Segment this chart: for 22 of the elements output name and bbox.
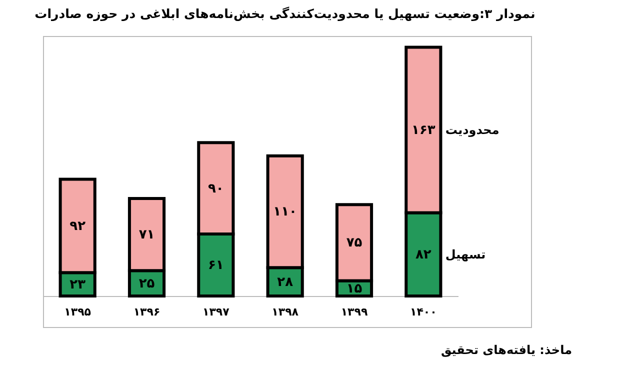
data-label: ۲۸ xyxy=(277,274,294,290)
chart-title: نمودار ۳:وضعیت تسهیل یا محدودیت‌کنندگی بخش‌نامه‌های ابلاغی در حوزه صادرات xyxy=(34,6,536,21)
data-label: ۹۲ xyxy=(70,218,86,234)
data-label: ۱۶۳ xyxy=(412,122,436,138)
x-tick-label: ۱۴۰۰ xyxy=(410,306,437,318)
data-label: ۹۰ xyxy=(208,181,224,196)
x-tick-label: ۱۳۹۷ xyxy=(202,306,230,318)
data-label: ۱۵ xyxy=(346,281,362,296)
x-tick-label: ۱۳۹۹ xyxy=(340,306,368,318)
x-tick-label: ۱۳۹۸ xyxy=(272,306,299,318)
series-label: محدودیت xyxy=(445,122,500,137)
text: ماخذ: یافته‌های تحقیق xyxy=(440,343,572,357)
series-label: تسهیل xyxy=(445,247,486,262)
data-label: ۱۱۰ xyxy=(273,204,297,220)
data-label: ۲۵ xyxy=(138,276,155,292)
x-tick-label: ۱۳۹۵ xyxy=(64,306,92,318)
data-label: ۸۲ xyxy=(415,247,432,262)
data-label: ۶۱ xyxy=(208,258,224,274)
data-label: ۲۳ xyxy=(70,277,86,292)
x-tick-label: ۱۳۹۶ xyxy=(133,306,160,318)
data-label: ۷۵ xyxy=(346,236,362,251)
data-label: ۷۱ xyxy=(138,228,155,243)
